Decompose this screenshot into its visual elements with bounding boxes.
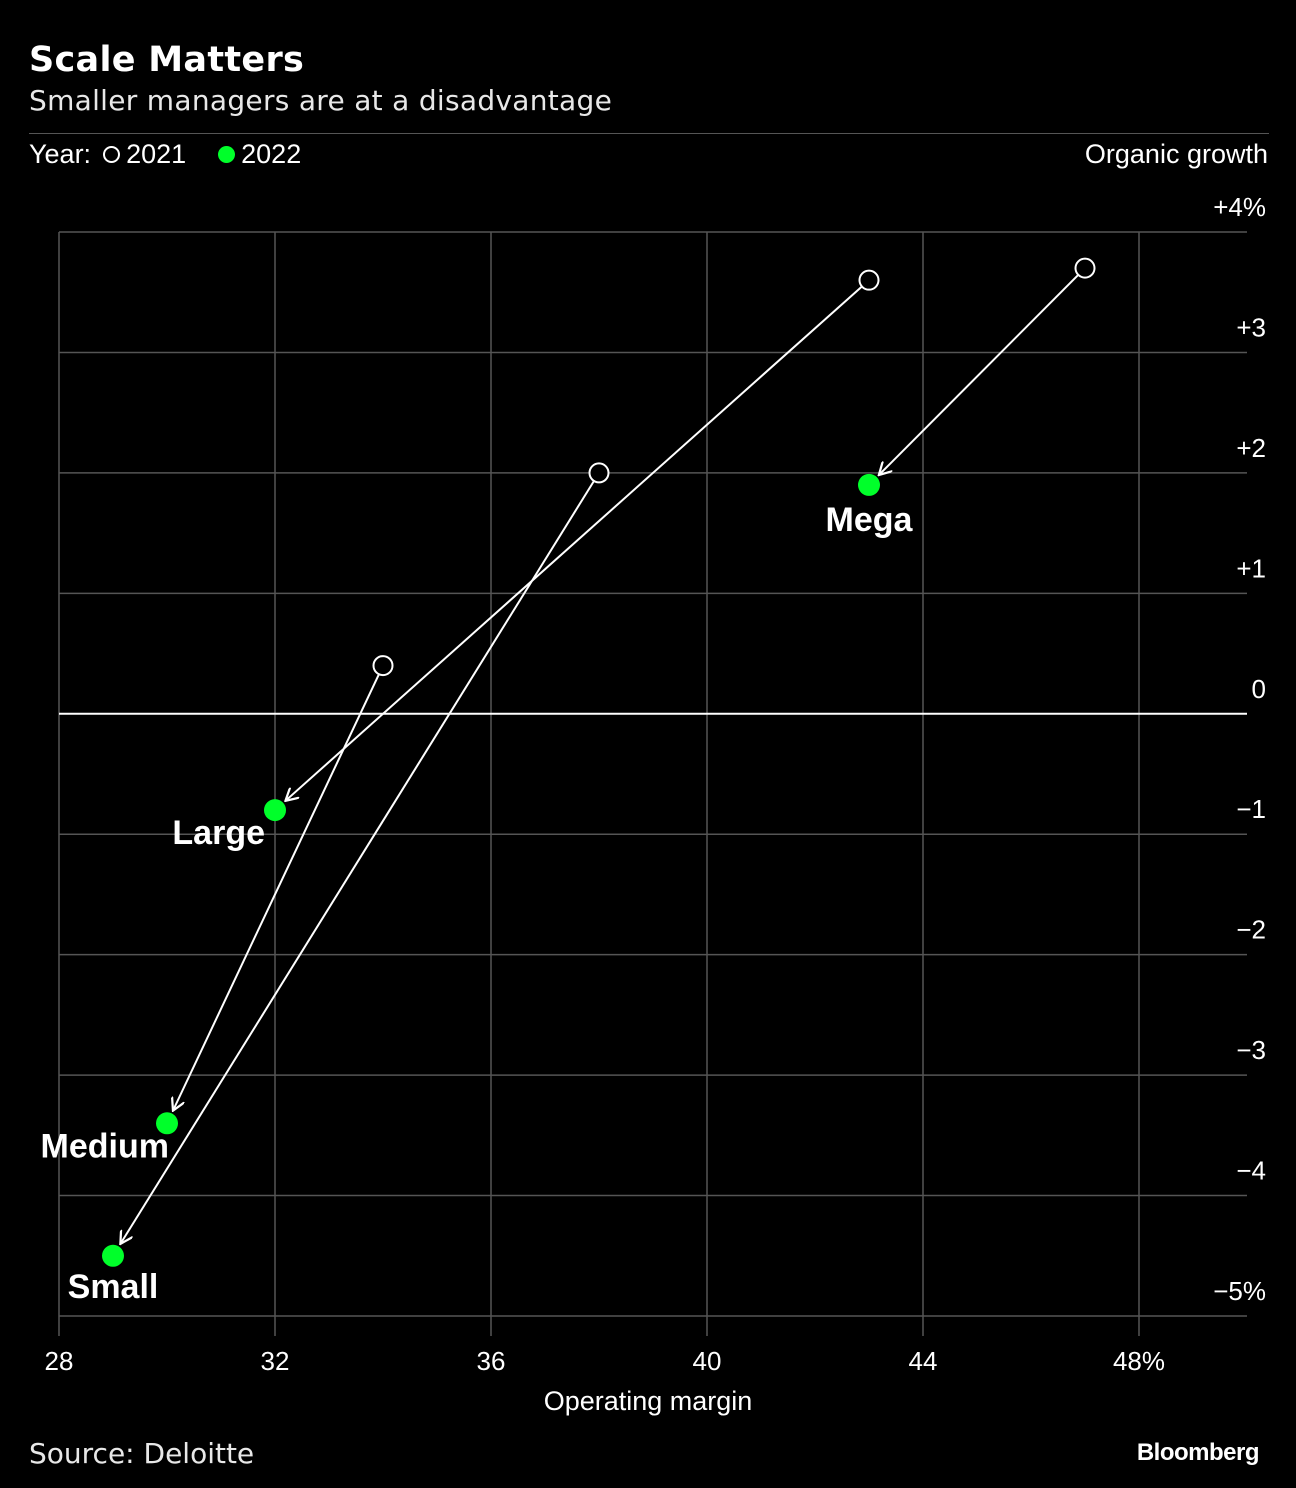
arrow-large <box>285 286 863 801</box>
label-medium: Medium <box>41 1127 169 1165</box>
x-tick-label: 32 <box>261 1346 290 1376</box>
x-tick-label: 40 <box>693 1346 722 1376</box>
y-tick-label: +2 <box>1236 433 1266 463</box>
y-tick-label: −4 <box>1236 1156 1266 1186</box>
legend-2022-label: 2022 <box>241 139 302 169</box>
y-axis-title: Organic growth <box>1084 139 1268 169</box>
legend-filled-circle-icon <box>218 146 236 163</box>
y-tick-label: +3 <box>1236 312 1266 342</box>
chart-title: Scale Matters <box>29 40 305 80</box>
x-tick-label: 44 <box>909 1346 938 1376</box>
arrow-mega <box>879 274 1079 475</box>
label-small: Small <box>68 1268 159 1306</box>
point-2022-small <box>102 1244 124 1267</box>
y-tick-label: 0 <box>1252 674 1266 704</box>
arrow-medium <box>173 674 380 1111</box>
point-2022-large <box>264 799 286 822</box>
x-tick-label: 36 <box>477 1346 506 1376</box>
x-axis-title: Operating margin <box>543 1386 753 1416</box>
point-2021-mega <box>1074 257 1096 279</box>
legend-prefix: Year: <box>29 139 92 169</box>
x-tick-label: 28 <box>45 1346 74 1376</box>
arrow-small <box>120 480 595 1243</box>
point-2022-medium <box>156 1112 178 1135</box>
y-tick-label: −1 <box>1236 794 1266 824</box>
bloomberg-logo: Bloomberg <box>1136 1439 1260 1466</box>
chart-subtitle: Smaller managers are at a disadvantage <box>29 84 613 117</box>
x-tick-label: 48% <box>1113 1346 1165 1376</box>
y-tick-label: −2 <box>1236 915 1266 945</box>
point-2021-small <box>588 462 610 484</box>
y-tick-label: −5% <box>1213 1276 1266 1306</box>
label-large: Large <box>172 814 265 852</box>
legend: Year: 2021 2022 <box>29 139 301 170</box>
point-2022-mega <box>858 473 880 496</box>
y-tick-label: +4% <box>1213 192 1266 222</box>
header-divider <box>29 133 1269 134</box>
legend-2021-label: 2021 <box>126 139 187 169</box>
point-2021-large <box>858 269 880 291</box>
y-tick-label: +1 <box>1236 553 1266 583</box>
point-2021-medium <box>372 655 394 677</box>
source-note: Source: Deloitte <box>29 1437 255 1470</box>
label-mega: Mega <box>826 501 914 539</box>
y-tick-label: −3 <box>1236 1035 1266 1065</box>
legend-open-circle-icon <box>103 146 121 163</box>
